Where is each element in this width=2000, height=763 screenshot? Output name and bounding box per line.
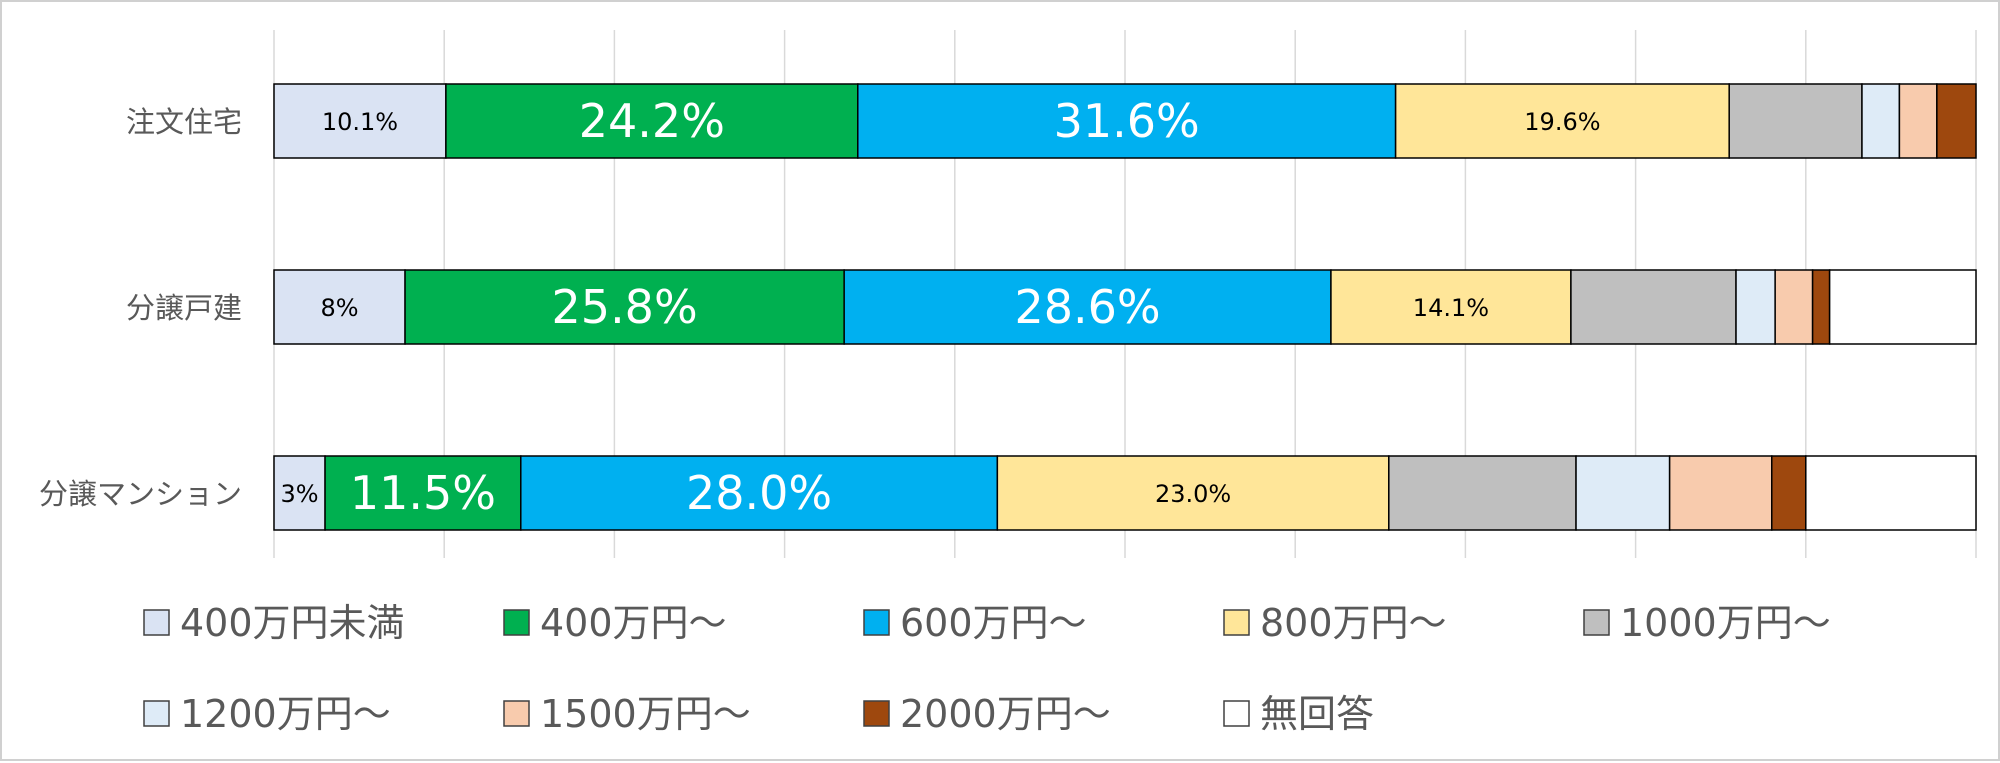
data-label: 23.0%	[1155, 480, 1231, 508]
data-label: 3%	[280, 480, 318, 508]
bar-segment	[1575, 455, 1671, 531]
bar-segment	[1728, 83, 1863, 159]
legend-swatch	[503, 700, 530, 727]
data-label: 28.0%	[686, 466, 832, 520]
bar-segment	[1811, 269, 1831, 345]
legend-swatch	[1223, 700, 1250, 727]
legend-item: 400万円〜	[503, 601, 727, 645]
category-label: 分譲マンション	[39, 477, 242, 511]
legend-label: 2000万円〜	[900, 692, 1111, 736]
bar-segment	[520, 455, 999, 531]
bar-segment	[1805, 455, 1977, 531]
legend-label: 400万円未満	[180, 601, 405, 645]
legend-item: 無回答	[1223, 692, 1374, 736]
bar-segment	[273, 269, 406, 345]
legend-item: 1000万円〜	[1583, 601, 1831, 645]
bar-segment	[273, 83, 447, 159]
bar-segment	[1394, 83, 1730, 159]
legend-label: 1000万円〜	[1620, 601, 1831, 645]
bar-segment	[1774, 269, 1814, 345]
legend-label: 無回答	[1260, 692, 1374, 736]
bar-segment	[857, 83, 1397, 159]
legend-label: 400万円〜	[540, 601, 727, 645]
legend-swatch	[503, 609, 530, 636]
data-label: 14.1%	[1413, 294, 1489, 322]
bar-segment	[1828, 269, 1977, 345]
bar-segment	[1898, 83, 1938, 159]
legend-swatch	[863, 609, 890, 636]
bar-segment	[1771, 455, 1807, 531]
legend-swatch	[1223, 609, 1250, 636]
legend-item: 2000万円〜	[863, 692, 1111, 736]
legend-label: 1500万円〜	[540, 692, 751, 736]
bar-segment	[445, 83, 859, 159]
legend-swatch	[863, 700, 890, 727]
legend-item: 1500万円〜	[503, 692, 751, 736]
data-label: 11.5%	[350, 466, 496, 520]
legend-swatch	[143, 700, 170, 727]
legend-label: 600万円〜	[900, 601, 1087, 645]
bar-segment	[404, 269, 845, 345]
bar-segment	[1570, 269, 1737, 345]
data-label: 28.6%	[1014, 280, 1160, 334]
data-label: 8%	[320, 294, 358, 322]
bar-segment	[1861, 83, 1901, 159]
bar-segment	[1388, 455, 1577, 531]
bar-segment	[324, 455, 522, 531]
legend-item: 400万円未満	[143, 601, 405, 645]
data-label: 19.6%	[1524, 108, 1600, 136]
legend-item: 1200万円〜	[143, 692, 391, 736]
data-label: 31.6%	[1054, 94, 1200, 148]
category-label: 注文住宅	[126, 105, 242, 139]
bar-segment	[1936, 83, 1977, 159]
data-label: 10.1%	[322, 108, 398, 136]
legend-item: 800万円〜	[1223, 601, 1447, 645]
bar-segment	[1668, 455, 1773, 531]
bar-segment	[843, 269, 1332, 345]
category-label: 分譲戸建	[126, 291, 242, 325]
legend-label: 800万円〜	[1260, 601, 1447, 645]
bar-segment	[996, 455, 1390, 531]
legend-item: 600万円〜	[863, 601, 1087, 645]
legend-swatch	[143, 609, 170, 636]
bar-segment	[273, 455, 326, 531]
data-label: 24.2%	[579, 94, 725, 148]
legend-swatch	[1583, 609, 1610, 636]
legend-label: 1200万円〜	[180, 692, 391, 736]
bar-segment	[1735, 269, 1776, 345]
data-label: 25.8%	[552, 280, 698, 334]
